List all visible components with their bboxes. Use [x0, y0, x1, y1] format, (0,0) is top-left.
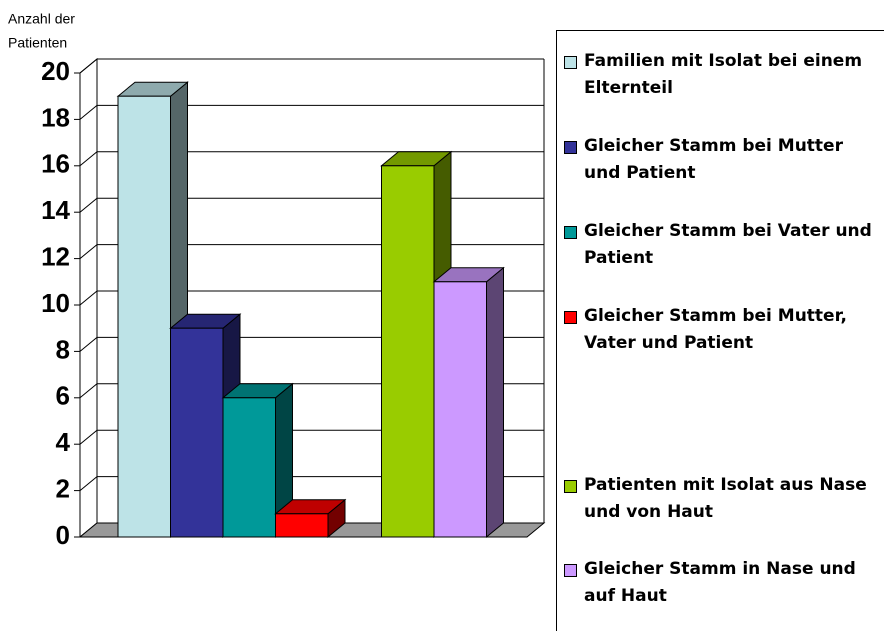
y-tick-label: 0 — [56, 520, 70, 550]
bar — [275, 513, 329, 538]
legend-label: Gleicher Stamm bei Vater und Patient — [584, 221, 872, 268]
legend-swatch — [564, 141, 577, 154]
legend-swatch — [564, 311, 577, 324]
bar — [117, 95, 171, 538]
y-tick-label: 10 — [41, 288, 70, 318]
bar — [433, 281, 487, 538]
y-tick-label: 16 — [41, 149, 70, 179]
grid-line — [79, 151, 544, 167]
y-axis-label: Anzahl der — [8, 11, 75, 27]
y-tick-label: 18 — [41, 102, 70, 132]
grid-line — [79, 58, 544, 74]
chart: Anzahl der Patienten 0 2 4 6 8 10 12 14 16 18 20 — [8, 11, 546, 550]
legend-label: Gleicher Stamm bei Mutter, Vater und Pat… — [584, 306, 847, 353]
bar — [381, 165, 435, 538]
legend-label: Gleicher Stamm in Nase und auf Haut — [584, 559, 856, 606]
bar — [170, 327, 224, 538]
y-tick-label: 2 — [56, 473, 70, 503]
y-tick-label: 8 — [56, 334, 70, 364]
y-tick-label: 20 — [41, 56, 70, 86]
grid-line — [79, 104, 544, 120]
legend: Familien mit Isolat bei einem Elternteil… — [556, 30, 884, 631]
page: Anzahl der Patienten 0 2 4 6 8 10 12 14 16 18 20 F… — [8, 10, 884, 631]
legend-label: Patienten mit Isolat aus Nase und von Ha… — [584, 475, 867, 522]
legend-swatch — [564, 564, 577, 577]
legend-swatch — [564, 480, 577, 493]
legend-label: Familien mit Isolat bei einem Elternteil — [584, 51, 863, 98]
y-tick-label: 4 — [56, 427, 71, 457]
bar — [222, 397, 276, 538]
bar-side — [486, 266, 504, 539]
y-tick-label: 14 — [41, 195, 70, 225]
legend-swatch — [564, 226, 577, 239]
legend-label: Gleicher Stamm bei Mutter und Patient — [584, 136, 843, 183]
y-tick-label: 12 — [41, 241, 70, 271]
y-axis-label: Patienten — [8, 35, 67, 51]
y-tick-label: 6 — [56, 381, 70, 411]
legend-swatch — [564, 56, 577, 69]
